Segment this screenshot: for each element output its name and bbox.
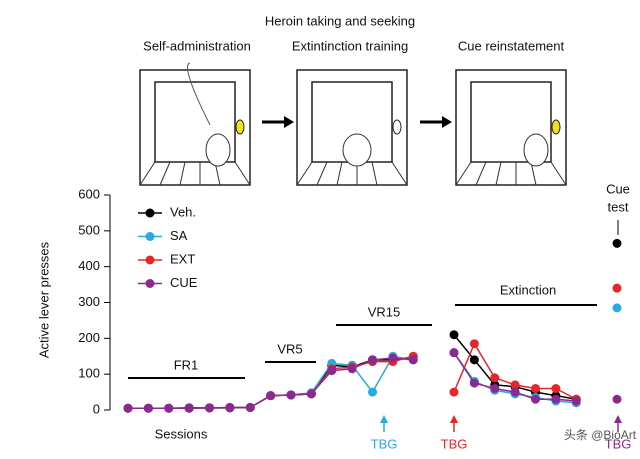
data-point xyxy=(388,353,398,363)
data-point xyxy=(469,339,479,349)
data-point xyxy=(551,394,561,404)
tbg-arrowhead xyxy=(614,415,622,423)
data-point xyxy=(225,403,235,413)
data-point xyxy=(205,403,214,413)
data-point xyxy=(612,238,622,248)
panel-label: Self-administration xyxy=(143,38,251,53)
data-point xyxy=(266,391,276,401)
y-tick-label: 0 xyxy=(93,401,100,416)
y-tick-label: 600 xyxy=(78,186,100,201)
tbg-arrowhead xyxy=(380,415,388,423)
data-point xyxy=(327,366,337,376)
legend-marker xyxy=(145,255,155,265)
data-point xyxy=(368,355,377,365)
legend-marker xyxy=(145,208,155,218)
data-point xyxy=(469,355,479,365)
annotation: TBG xyxy=(441,436,468,451)
annotation: VR5 xyxy=(277,341,302,356)
panel-label: Extintinction training xyxy=(292,38,408,53)
y-tick-label: 200 xyxy=(78,330,100,345)
legend-label: EXT xyxy=(170,251,195,266)
data-point xyxy=(531,384,540,393)
data-point xyxy=(164,403,174,413)
y-tick-label: 300 xyxy=(78,294,100,309)
data-point xyxy=(449,330,459,340)
panel-label: Cue reinstatement xyxy=(458,38,565,53)
data-point xyxy=(510,387,520,397)
data-point xyxy=(612,303,622,313)
data-point xyxy=(306,389,316,399)
annotation: FR1 xyxy=(174,357,199,372)
annotation: Extinction xyxy=(500,282,556,297)
data-point xyxy=(286,390,296,400)
data-point xyxy=(449,348,459,358)
legend-label: SA xyxy=(170,228,188,243)
tbg-arrowhead xyxy=(450,415,458,423)
data-point xyxy=(449,387,459,397)
data-point xyxy=(551,384,561,393)
data-point xyxy=(571,396,581,406)
annotation: TBG xyxy=(371,436,398,451)
data-point xyxy=(531,394,540,404)
data-point xyxy=(490,373,500,383)
annotation: test xyxy=(608,199,629,214)
annotation: TBG xyxy=(605,436,632,451)
y-tick-label: 400 xyxy=(78,258,100,273)
legend-marker xyxy=(145,279,155,288)
figure-title: Heroin taking and seeking xyxy=(265,13,415,28)
y-axis-label: Active lever presses xyxy=(36,241,51,358)
legend-marker xyxy=(145,232,155,241)
illustration xyxy=(139,62,567,186)
data-point xyxy=(510,380,520,390)
data-point xyxy=(408,355,418,365)
data-point xyxy=(123,403,133,413)
data-point xyxy=(184,403,194,413)
y-tick-label: 100 xyxy=(78,366,100,381)
data-point xyxy=(245,402,255,412)
y-tick-label: 500 xyxy=(78,222,100,237)
data-point xyxy=(469,378,479,388)
legend-label: CUE xyxy=(170,275,198,290)
legend-label: Veh. xyxy=(170,204,196,219)
data-point xyxy=(490,384,500,393)
data-point xyxy=(612,283,622,293)
annotation: VR15 xyxy=(368,304,401,319)
x-axis-label: Sessions xyxy=(155,426,208,441)
data-point xyxy=(612,394,622,404)
data-point xyxy=(347,364,357,374)
data-point xyxy=(368,387,377,397)
data-point xyxy=(143,403,153,413)
annotation: Cue xyxy=(606,181,630,196)
